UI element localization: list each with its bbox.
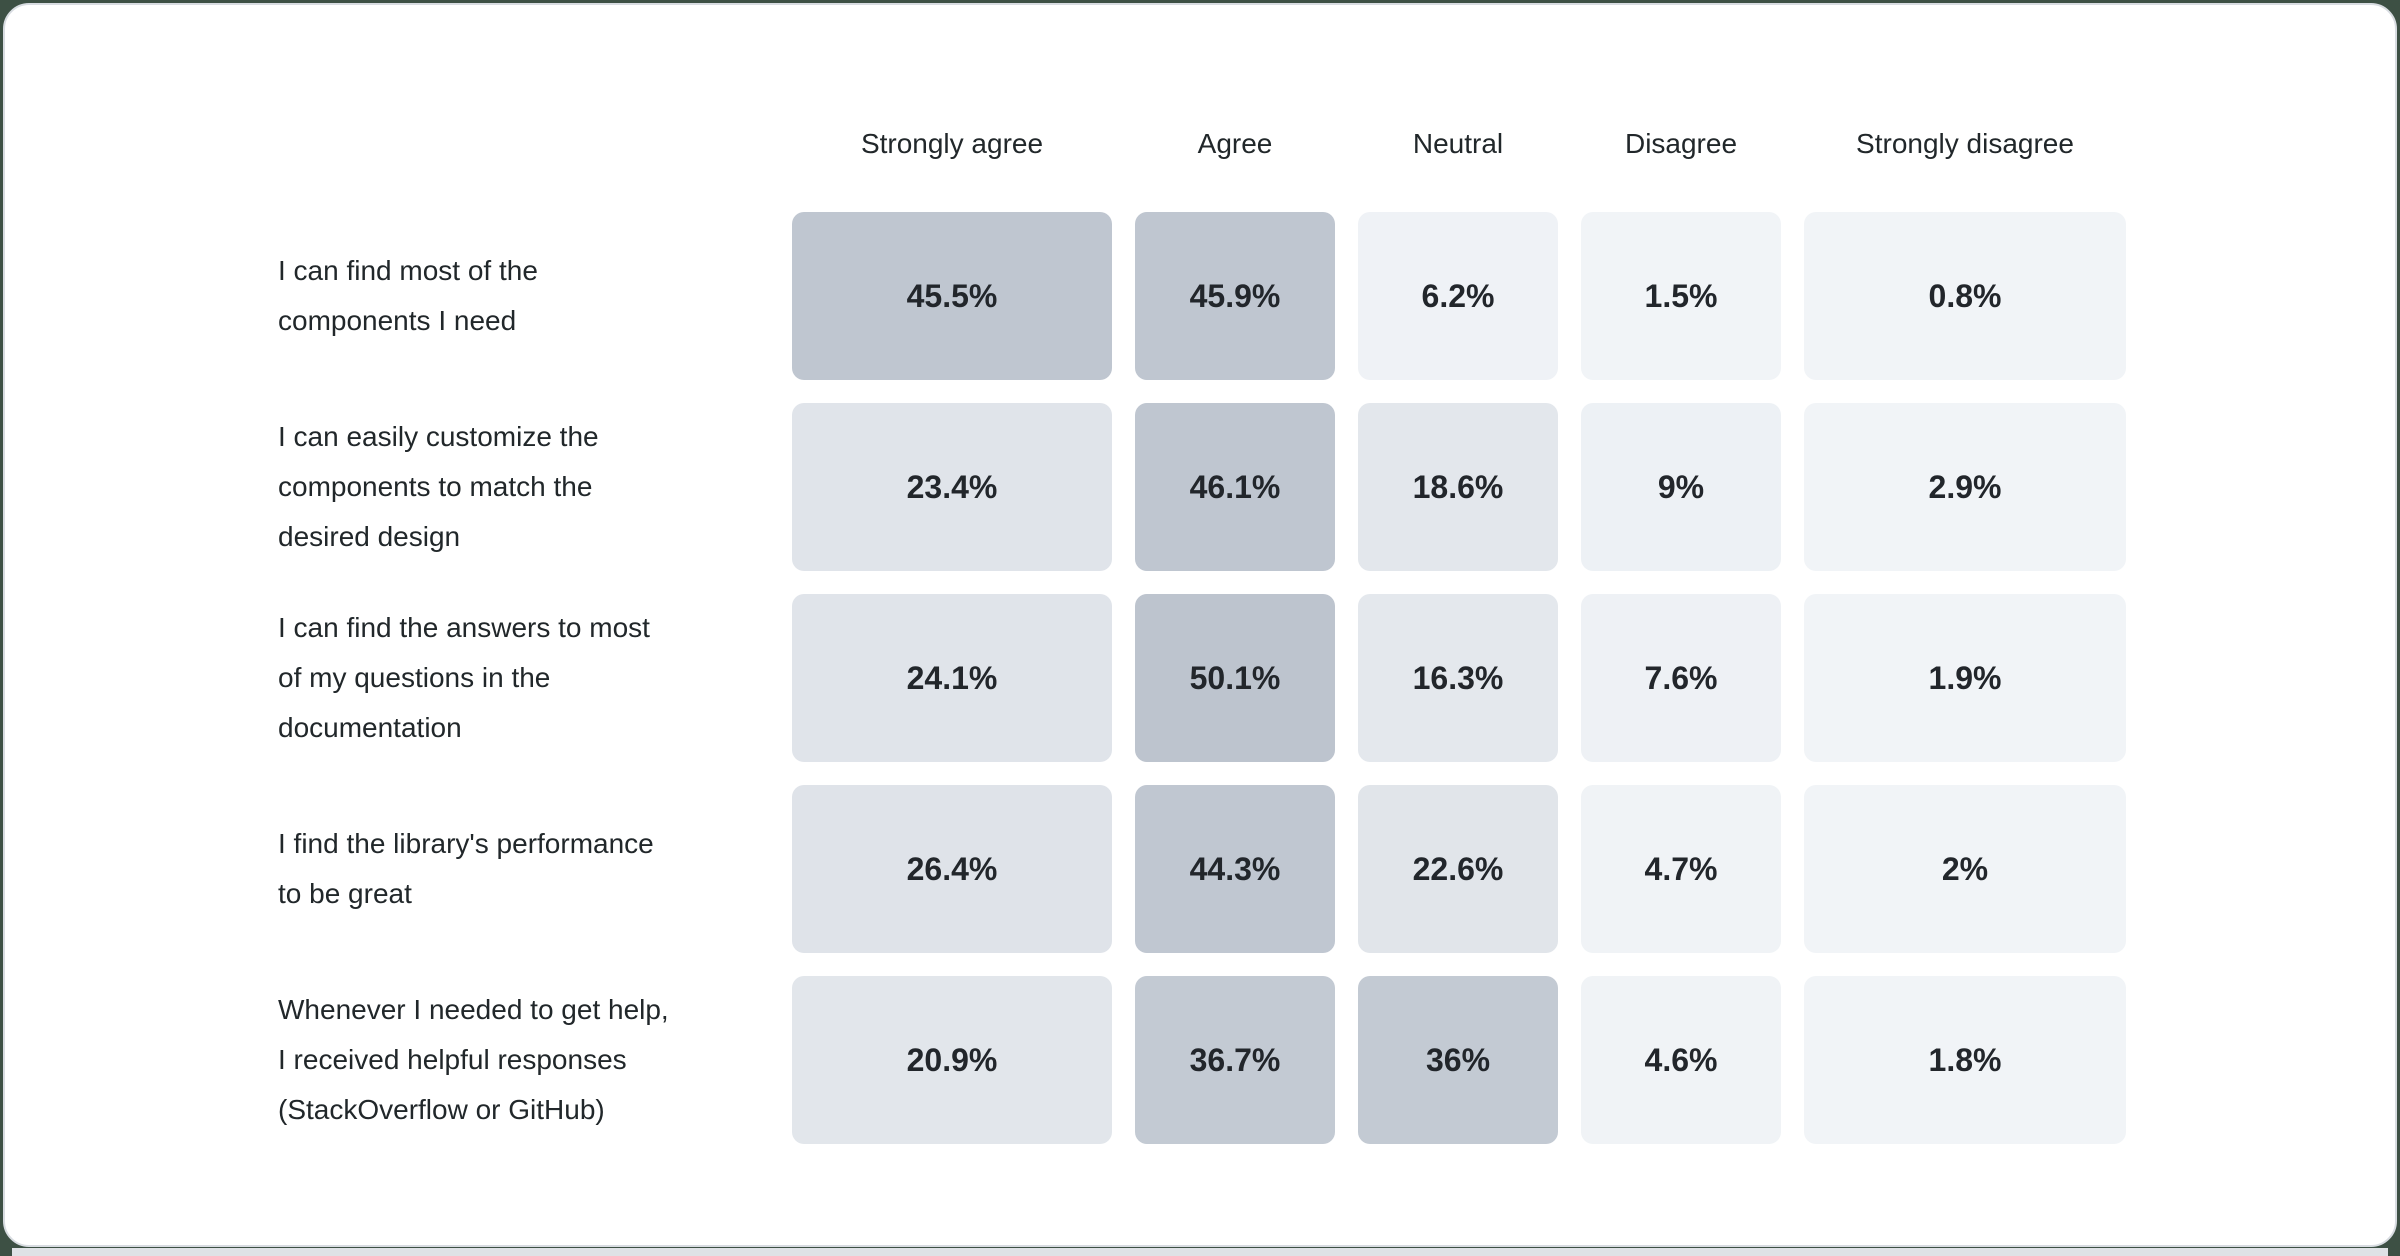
column-header-neutral: Neutral [1412,127,1504,159]
column-header-agree: Agree [1197,127,1273,159]
heatmap-cell: 22.6% [1358,785,1558,953]
table-row: I find the library's performance to be g… [278,785,2126,953]
table-row: I can find the answers to most of my que… [278,594,2126,762]
survey-results-card: Strongly agree Agree Neutral Disagree St… [3,3,2397,1247]
heatmap-cell: 45.9% [1135,212,1335,380]
heatmap-cell: 20.9% [792,976,1112,1144]
heatmap-cell: 6.2% [1358,212,1558,380]
heatmap-cell: 46.1% [1135,403,1335,571]
heatmap-cell: 23.4% [792,403,1112,571]
row-label: I can easily customize the components to… [278,421,599,552]
heatmap-cell: 44.3% [1135,785,1335,953]
heatmap-cell: 50.1% [1135,594,1335,762]
row-label: I find the library's performance to be g… [278,828,654,909]
column-header-strongly-agree: Strongly agree [860,127,1044,159]
heatmap-cell: 26.4% [792,785,1112,953]
heatmap-cell: 45.5% [792,212,1112,380]
heatmap-cell: 4.7% [1581,785,1781,953]
heatmap-cell: 4.6% [1581,976,1781,1144]
heatmap-cell: 2.9% [1804,403,2126,571]
heatmap-cell: 16.3% [1358,594,1558,762]
heatmap-cell: 36% [1358,976,1558,1144]
heatmap-cell: 1.9% [1804,594,2126,762]
likert-heatmap-table: Strongly agree Agree Neutral Disagree St… [278,5,2126,1144]
column-header-disagree: Disagree [1624,127,1738,159]
row-label: I can find most of the components I need [278,255,538,336]
heatmap-cell: 7.6% [1581,594,1781,762]
table-body: I can find most of the components I need… [278,212,2126,1144]
row-label: Whenever I needed to get help, I receive… [278,994,669,1125]
table-row: I can find most of the components I need… [278,212,2126,380]
heatmap-cell: 1.8% [1804,976,2126,1144]
row-label: I can find the answers to most of my que… [278,612,650,743]
next-section-edge [12,1248,2388,1256]
column-header-row: Strongly agree Agree Neutral Disagree St… [278,5,2126,212]
heatmap-cell: 24.1% [792,594,1112,762]
heatmap-cell: 36.7% [1135,976,1335,1144]
column-header-strongly-disagree: Strongly disagree [1856,127,2074,159]
table-row: Whenever I needed to get help, I receive… [278,976,2126,1144]
table-row: I can easily customize the components to… [278,403,2126,571]
heatmap-cell: 18.6% [1358,403,1558,571]
heatmap-cell: 9% [1581,403,1781,571]
heatmap-cell: 2% [1804,785,2126,953]
heatmap-cell: 0.8% [1804,212,2126,380]
heatmap-cell: 1.5% [1581,212,1781,380]
